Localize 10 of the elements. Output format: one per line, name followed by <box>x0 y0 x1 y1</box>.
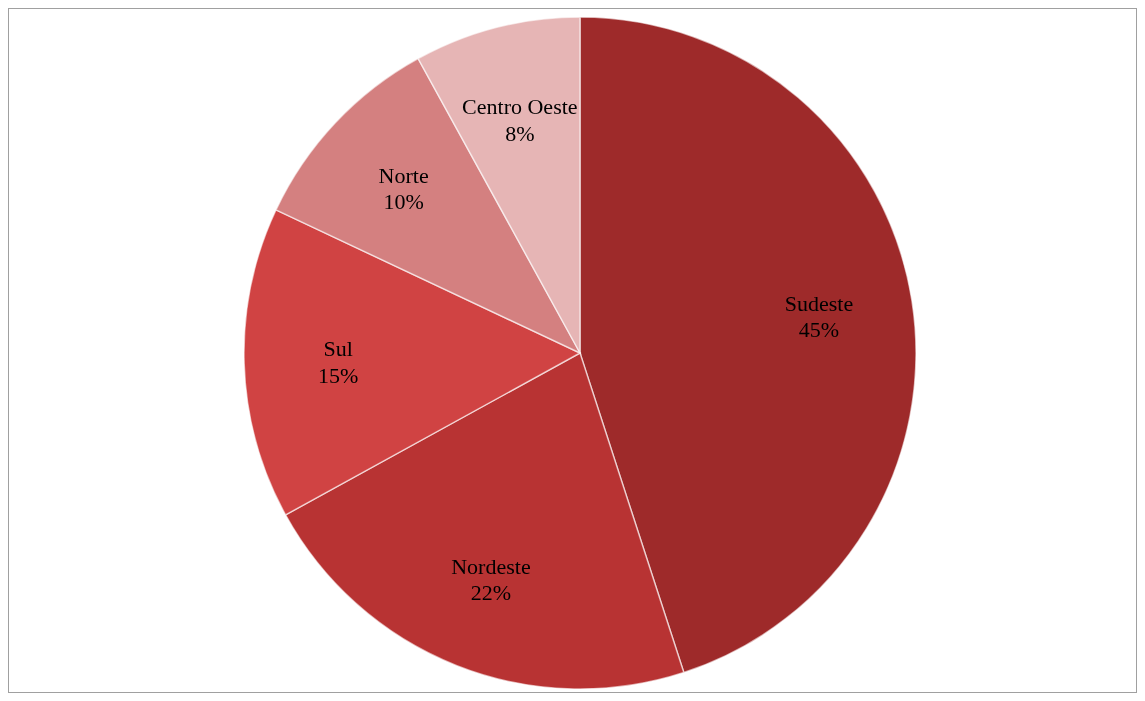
slice-label: Norte <box>378 162 429 188</box>
slice-label: Nordeste <box>451 553 531 579</box>
data-label: 45% <box>798 317 840 343</box>
data-label: 22% <box>470 579 512 605</box>
slice-label: Centro Oeste <box>462 94 578 120</box>
slice-label: Sul <box>323 336 353 362</box>
data-label: 10% <box>383 189 424 215</box>
slice-label: Sudeste <box>784 290 854 316</box>
data-label: 15% <box>318 362 359 388</box>
data-label: 8% <box>505 120 535 146</box>
